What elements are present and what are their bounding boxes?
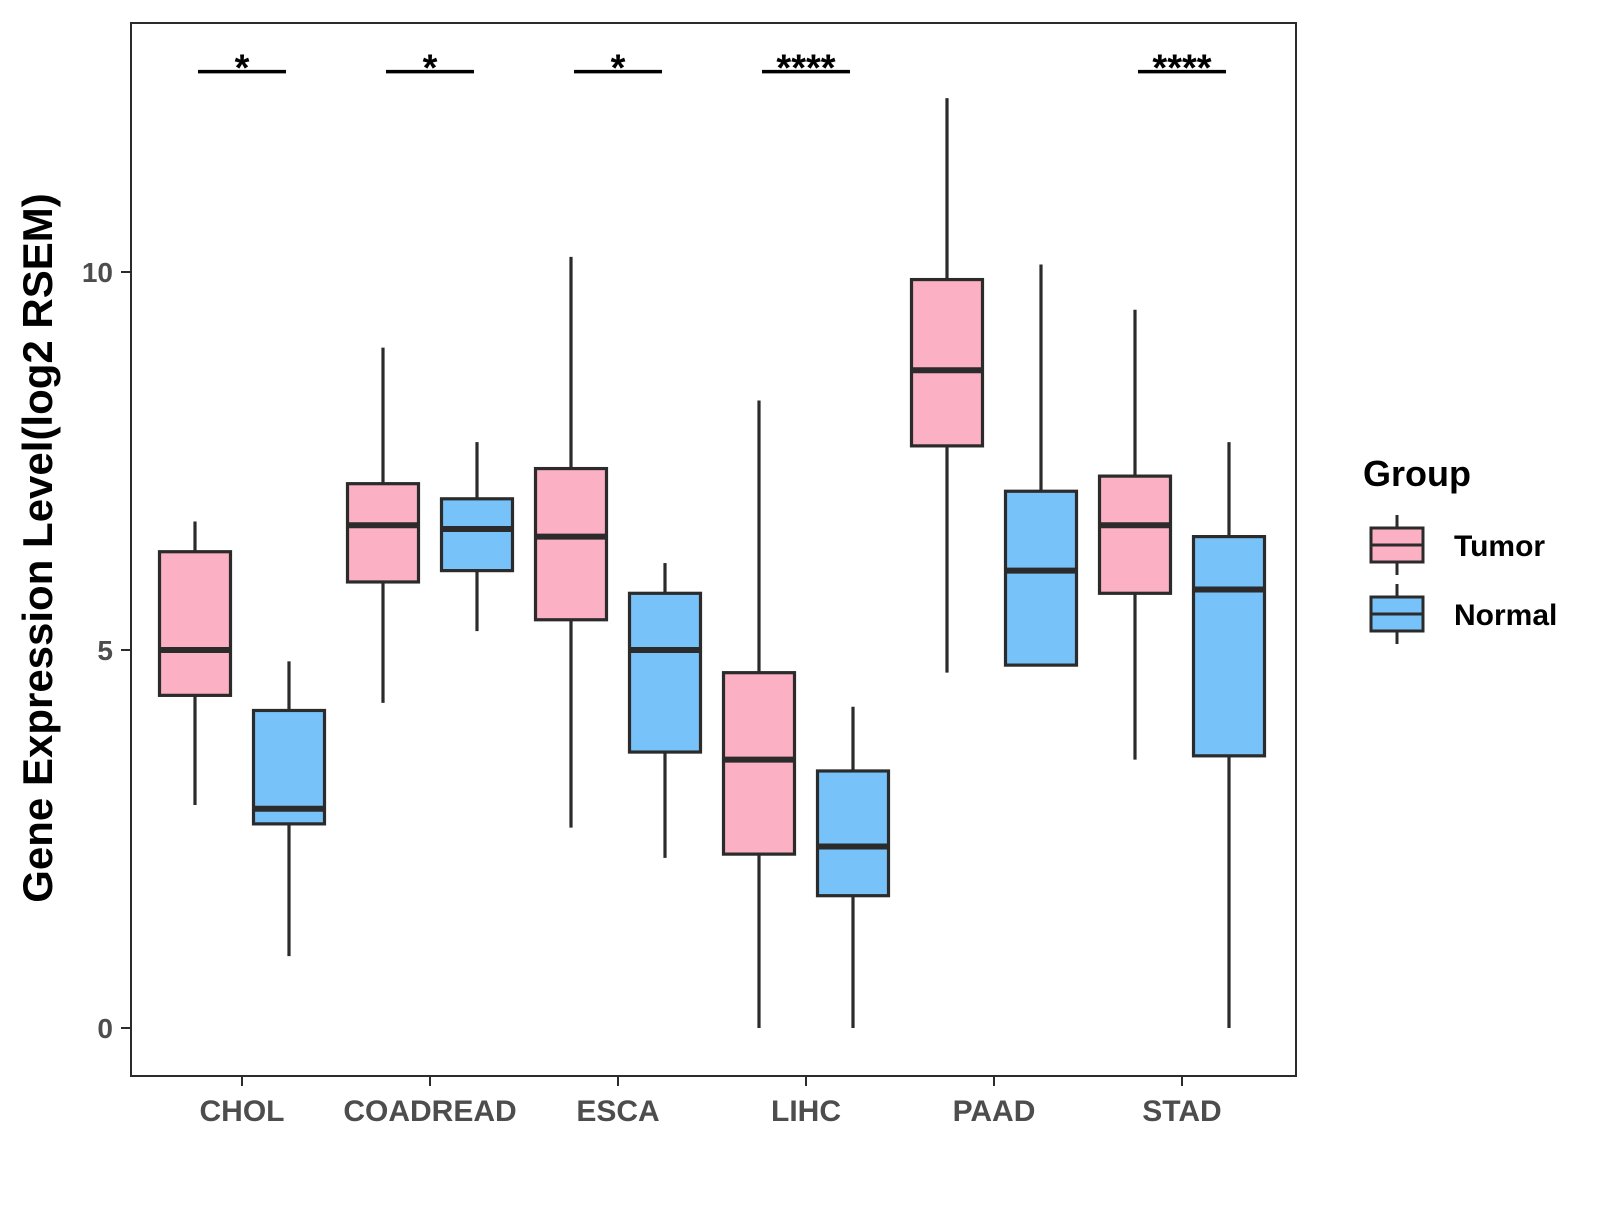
box-normal-paad [1003,264,1079,667]
x-tick-label-coadread: COADREAD [343,1095,516,1128]
x-tick-label-paad: PAAD [953,1095,1036,1128]
box-iqr [345,482,421,584]
box-iqr [1003,489,1079,667]
significance-label-chol: * [235,48,250,90]
box-normal-chol [251,661,327,957]
box-iqr [439,497,515,573]
x-tick-label-esca: ESCA [576,1095,659,1128]
legend-label-tumor: Tumor [1454,530,1545,563]
axis-ticks: 0 5 10 CHOL COADREAD ESCA LIHC PAAD STAD [82,257,1222,1128]
y-tick-label-0: 0 [97,1013,113,1044]
legend-title: Group [1363,453,1471,494]
significance-label-lihc: **** [776,48,835,90]
box-tumor-coadread [345,347,421,703]
x-tick-label-stad: STAD [1142,1095,1221,1128]
box-iqr [909,277,985,448]
box-iqr [533,466,609,622]
box-iqr [721,671,797,856]
box-tumor-chol [157,521,233,805]
box-tumor-lihc [721,400,797,1028]
box-tumor-stad [1097,309,1173,760]
box-iqr [1191,534,1267,758]
box-normal-stad [1191,442,1267,1028]
legend-entry-normal: Normal [1369,584,1557,644]
x-tick-label-lihc: LIHC [771,1095,841,1128]
box-tumor-paad [909,98,985,673]
y-axis-label: Gene Expression Level(log2 RSEM) [14,193,61,903]
box-normal-coadread [439,442,515,632]
y-tick-label-5: 5 [97,635,113,666]
box-normal-lihc [815,706,891,1028]
legend: Tumor Normal [1369,515,1557,644]
box-iqr [157,550,233,697]
legend-entry-tumor: Tumor [1369,515,1545,575]
box-iqr [251,708,327,826]
box-normal-esca [627,563,703,858]
significance-label-stad: **** [1152,48,1211,90]
significance-label-coadread: * [423,48,438,90]
box-tumor-esca [533,256,609,828]
box-series [157,98,1267,1028]
box-iqr [627,591,703,754]
y-tick-label-10: 10 [82,257,113,288]
box-iqr [1097,474,1173,595]
box-iqr [815,769,891,898]
x-tick-label-chol: CHOL [200,1095,285,1128]
significance-label-esca: * [611,48,626,90]
legend-label-normal: Normal [1454,599,1557,632]
significance-annotations: * * * **** **** [198,48,1226,90]
